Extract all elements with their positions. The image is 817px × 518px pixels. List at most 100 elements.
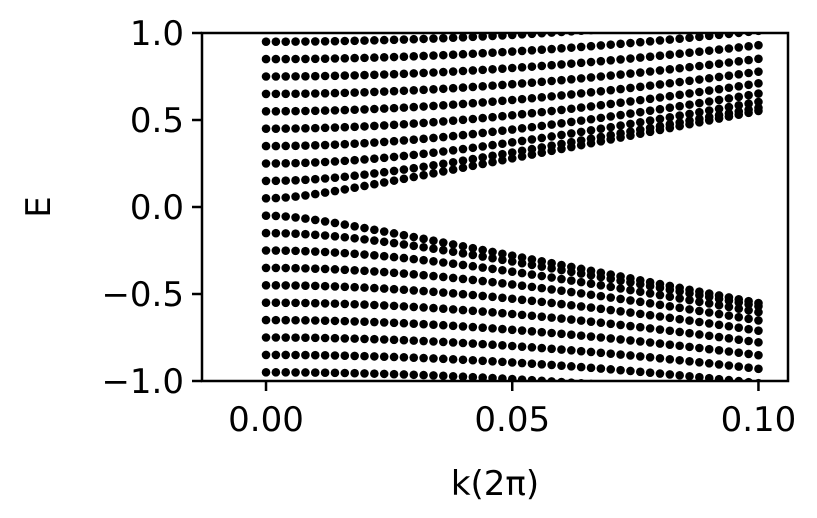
data-point xyxy=(320,106,330,115)
data-point xyxy=(419,303,428,312)
data-point xyxy=(438,245,448,255)
data-point xyxy=(754,316,763,325)
data-point xyxy=(370,317,379,327)
data-point xyxy=(350,368,359,378)
data-point xyxy=(330,88,340,98)
data-point xyxy=(645,353,655,362)
x-tick-label: 0.05 xyxy=(474,400,550,440)
data-point xyxy=(301,350,310,360)
data-point xyxy=(468,143,478,153)
data-point xyxy=(399,69,409,79)
data-point xyxy=(665,340,675,349)
data-point xyxy=(478,128,487,138)
data-point xyxy=(547,264,556,273)
data-point xyxy=(468,355,478,365)
data-point xyxy=(704,112,714,122)
data-point xyxy=(616,307,625,316)
data-point xyxy=(576,116,586,125)
data-point xyxy=(310,281,320,291)
data-point xyxy=(399,353,409,362)
data-point xyxy=(596,56,606,66)
data-point xyxy=(379,87,389,96)
data-point xyxy=(330,368,340,378)
data-point xyxy=(370,352,379,361)
data-point xyxy=(517,295,527,305)
data-point xyxy=(704,308,714,317)
data-point xyxy=(409,150,419,160)
data-point xyxy=(714,346,724,355)
data-point xyxy=(310,189,320,199)
data-point xyxy=(567,117,576,127)
data-point xyxy=(507,148,517,157)
data-point xyxy=(350,171,359,181)
data-point xyxy=(537,143,547,152)
data-point xyxy=(429,68,438,77)
data-point xyxy=(734,101,744,110)
data-point xyxy=(655,51,665,60)
data-point xyxy=(320,37,330,46)
data-point xyxy=(567,129,576,138)
data-point xyxy=(675,371,684,380)
data-point xyxy=(586,332,596,341)
data-point xyxy=(389,52,399,62)
data-point xyxy=(507,125,517,134)
data-point xyxy=(488,64,497,74)
data-point xyxy=(704,373,714,381)
data-point xyxy=(310,247,320,256)
data-point xyxy=(567,346,576,355)
data-point xyxy=(478,373,487,381)
data-point xyxy=(310,37,320,46)
data-point xyxy=(488,253,497,263)
data-point xyxy=(586,317,596,326)
data-point xyxy=(448,131,458,141)
data-point xyxy=(468,114,478,124)
data-point xyxy=(320,264,330,274)
data-point xyxy=(438,304,448,314)
data-point xyxy=(606,99,616,109)
data-point xyxy=(291,72,300,81)
data-point xyxy=(370,369,379,378)
data-point xyxy=(409,336,419,345)
data-point xyxy=(704,331,714,341)
data-point xyxy=(576,136,586,145)
data-point xyxy=(517,94,527,104)
data-point xyxy=(734,298,744,307)
data-point xyxy=(389,152,399,162)
data-point xyxy=(350,88,359,97)
data-point xyxy=(714,59,724,68)
data-point xyxy=(458,249,468,258)
data-point xyxy=(744,80,753,90)
data-point xyxy=(734,56,744,66)
data-point xyxy=(448,240,458,249)
data-point xyxy=(507,341,517,351)
y-tick-label: −0.5 xyxy=(101,275,184,315)
data-point xyxy=(478,142,487,151)
data-point xyxy=(557,361,566,370)
data-point xyxy=(655,369,665,378)
data-point xyxy=(537,133,547,143)
data-point xyxy=(685,295,694,305)
data-point xyxy=(478,356,487,366)
data-point xyxy=(389,86,399,96)
data-point xyxy=(291,141,300,151)
data-point xyxy=(665,326,675,336)
data-point xyxy=(409,302,419,312)
data-point xyxy=(399,35,409,44)
data-point xyxy=(389,268,399,278)
data-point xyxy=(507,110,517,120)
data-point xyxy=(734,335,744,344)
data-point xyxy=(567,276,576,285)
data-point xyxy=(458,241,468,251)
data-point xyxy=(517,79,527,88)
data-point xyxy=(606,282,616,292)
data-point xyxy=(488,97,497,106)
data-point xyxy=(714,360,724,369)
data-point xyxy=(399,335,409,345)
data-point xyxy=(488,308,497,317)
data-point xyxy=(527,343,537,352)
data-point xyxy=(478,276,487,286)
data-point xyxy=(567,59,576,68)
data-point xyxy=(635,297,645,307)
data-point xyxy=(517,375,527,381)
data-point xyxy=(379,70,389,79)
